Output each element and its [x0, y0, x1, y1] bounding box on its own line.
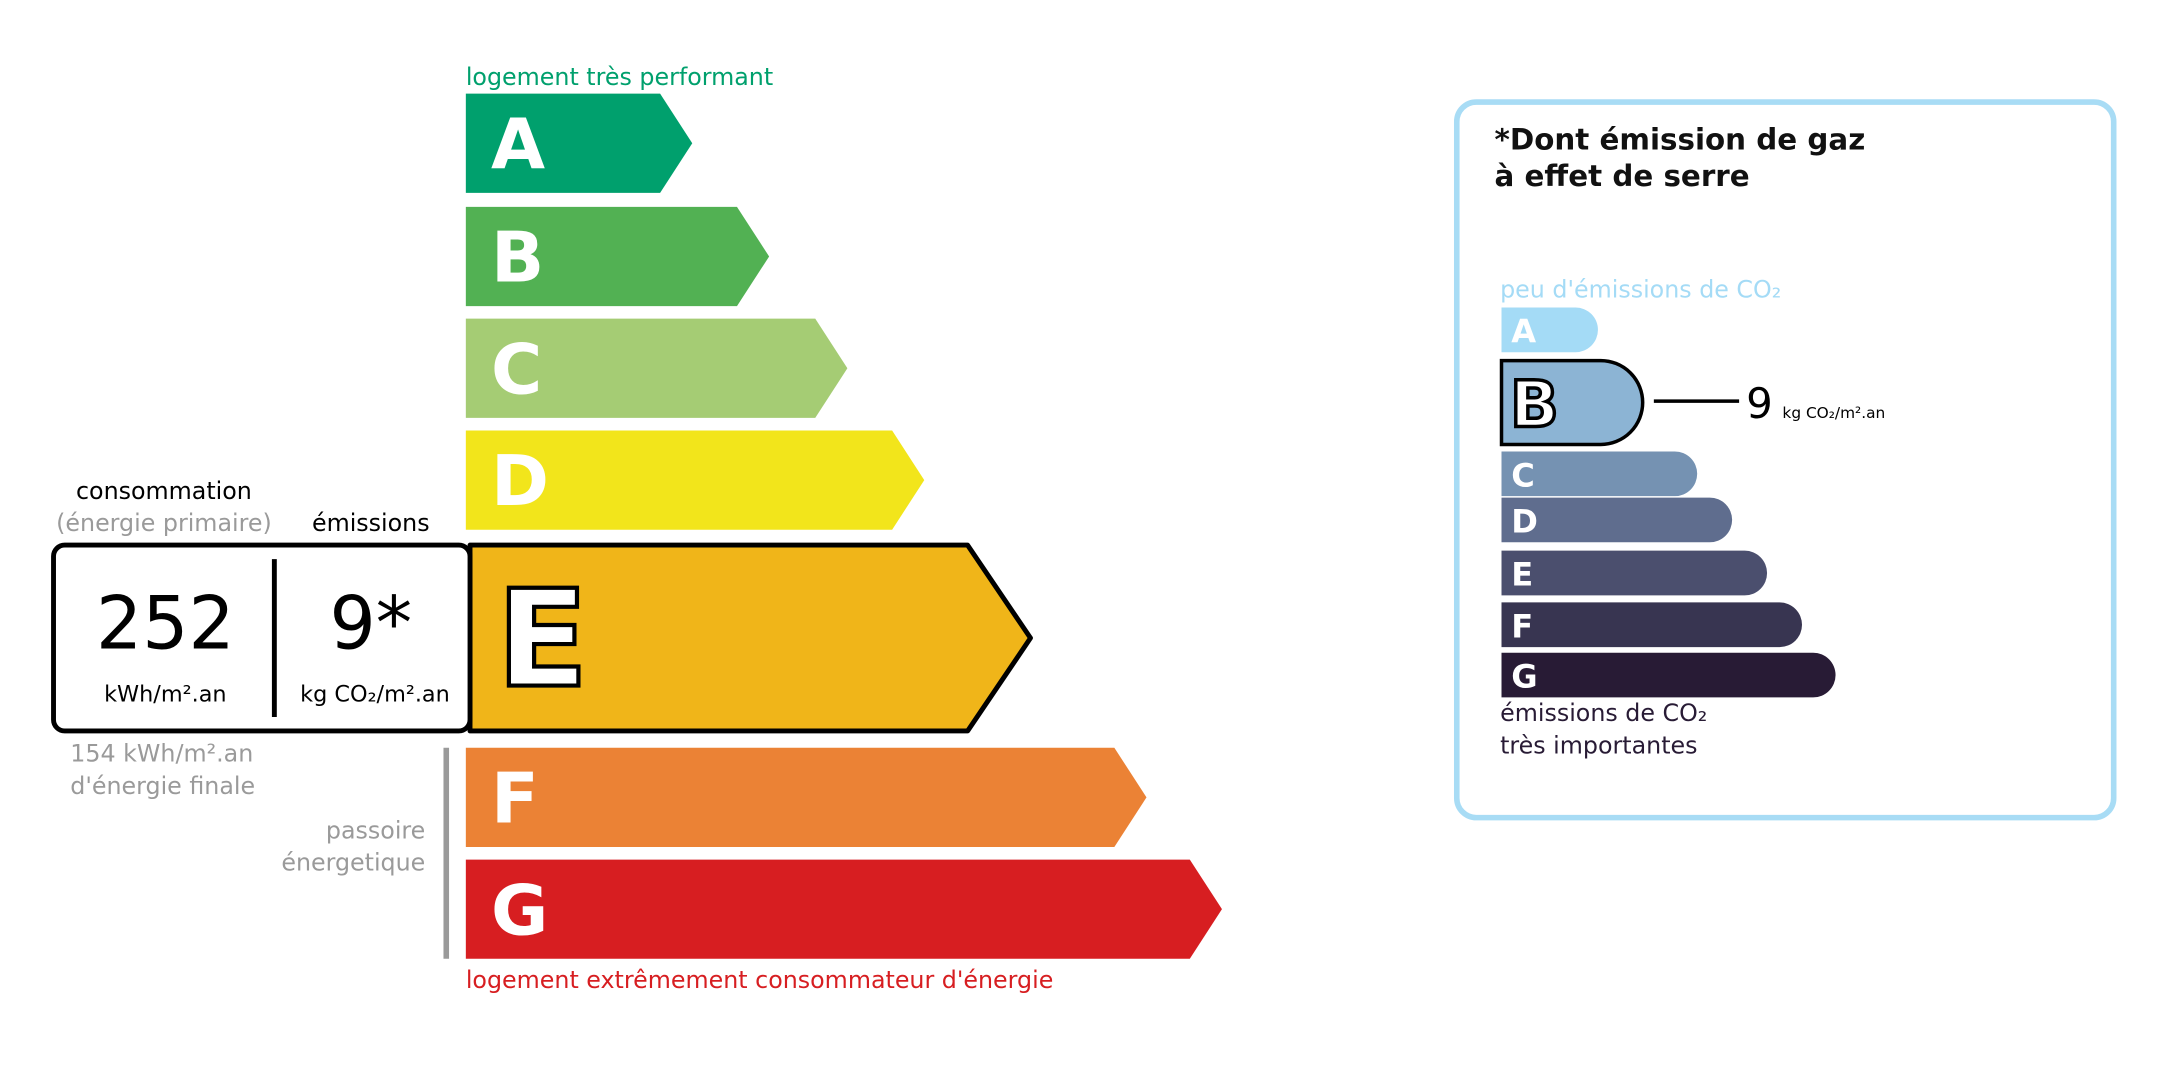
ghg-bar-c — [1501, 451, 1698, 497]
ghg-bottom-label-2: très importantes — [1500, 731, 1697, 759]
ghg-class-d: D — [1501, 497, 1733, 543]
energy-letter: D — [491, 441, 549, 522]
ghg-bar-f — [1501, 602, 1803, 648]
ghg-top-label: peu d'émissions de CO₂ — [1500, 276, 1781, 304]
ghg-letter: B — [1510, 367, 1559, 442]
ghg-class-f: F — [1501, 602, 1803, 648]
energy-class-a: A — [465, 93, 693, 193]
ghg-bar-g — [1501, 652, 1836, 698]
ghg-bottom-label-1: émissions de CO₂ — [1500, 699, 1707, 727]
ghg-bar-e — [1501, 550, 1768, 596]
ghg-class-a: A — [1501, 307, 1598, 353]
ghg-unit: kg CO₂/m².an — [1782, 404, 1885, 422]
energy-class-e: E — [467, 542, 1033, 734]
energy-class-c: C — [465, 318, 848, 418]
ghg-class-e: E — [1501, 550, 1768, 596]
consumption-unit: kWh/m².an — [104, 682, 226, 708]
energy-bar-f — [465, 747, 1147, 847]
energy-bar-a — [465, 93, 693, 193]
consumption-label: consommation — [76, 477, 252, 505]
ghg-letter: E — [1511, 556, 1533, 594]
energy-letter: F — [491, 759, 539, 840]
ghg-bar-d — [1501, 497, 1733, 543]
energy-letter: G — [491, 870, 548, 951]
final-energy-value: 154 kWh/m².an — [70, 740, 253, 768]
energy-bar-g — [465, 859, 1222, 959]
ghg-value: 9 — [1746, 379, 1773, 428]
energy-class-f: F — [465, 747, 1147, 847]
passoire-label-2: énergetique — [281, 849, 425, 877]
ghg-class-c: C — [1501, 451, 1698, 497]
energy-letter: E — [497, 561, 589, 718]
energy-class-g: G — [465, 859, 1222, 959]
ghg-letter: F — [1511, 607, 1533, 645]
energy-bottom-label: logement extrêmement consommateur d'éner… — [466, 966, 1053, 994]
ghg-letter: D — [1511, 503, 1538, 541]
energy-bar-d — [465, 430, 925, 530]
energy-top-label: logement très performant — [466, 63, 773, 91]
ghg-letter: A — [1511, 312, 1536, 350]
final-energy-label: d'énergie finale — [70, 772, 255, 800]
emissions-unit: kg CO₂/m².an — [300, 682, 450, 708]
energy-class-b: B — [465, 206, 770, 307]
passoire-label-1: passoire — [326, 817, 425, 845]
ghg-class-g: G — [1501, 652, 1836, 698]
ghg-bar-b — [1499, 358, 1645, 447]
energy-bar-b — [465, 206, 770, 307]
energy-class-d: D — [465, 430, 925, 530]
emissions-value: 9* — [330, 583, 413, 667]
energy-bar-c — [465, 318, 848, 418]
consumption-box — [51, 542, 473, 734]
ghg-title-1: *Dont émission de gaz — [1495, 123, 1866, 157]
emissions-label: émissions — [312, 509, 430, 537]
consumption-sublabel: (énergie primaire) — [56, 509, 272, 537]
ghg-letter: C — [1511, 456, 1535, 494]
ghg-class-b: B — [1499, 358, 1645, 447]
energy-letter: C — [491, 329, 542, 410]
energy-letter: A — [491, 104, 545, 185]
ghg-title-2: à effet de serre — [1495, 159, 1750, 193]
energy-letter: B — [491, 218, 544, 299]
ghg-letter: G — [1511, 658, 1537, 696]
ghg-bar-a — [1501, 307, 1598, 353]
consumption-value: 252 — [96, 583, 235, 667]
